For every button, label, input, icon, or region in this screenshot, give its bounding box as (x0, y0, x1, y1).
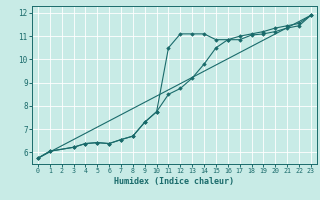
X-axis label: Humidex (Indice chaleur): Humidex (Indice chaleur) (115, 177, 234, 186)
